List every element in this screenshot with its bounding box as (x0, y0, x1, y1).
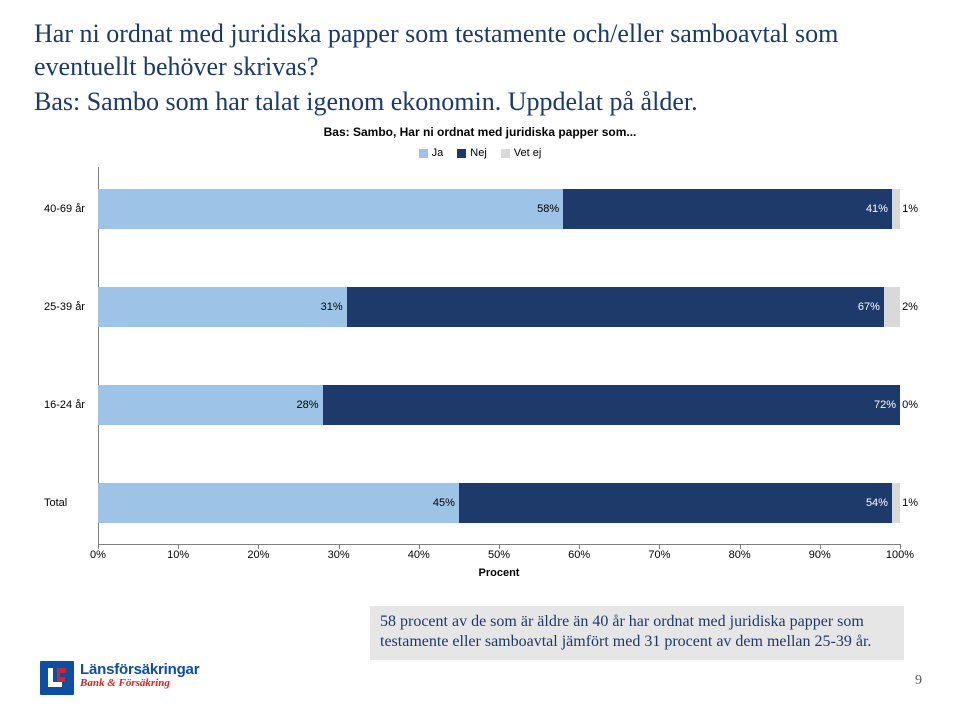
page-title: Har ni ordnat med juridiska papper som t… (34, 18, 926, 83)
legend-swatch (419, 149, 428, 158)
bar-stack: 28%72%0% (98, 385, 900, 425)
chart-legend: Ja Nej Vet ej (34, 147, 926, 159)
x-tick-label: 80% (729, 549, 751, 561)
bar-value-label: 54% (866, 497, 888, 509)
brand-subline: Bank & Försäkring (80, 677, 199, 689)
x-tick-label: 100% (886, 549, 914, 561)
bar-value-label: 1% (902, 497, 918, 509)
legend-label: Ja (432, 147, 444, 159)
category-label: Total (42, 497, 98, 509)
bar-stack: 31% 67% 2% (98, 287, 900, 327)
bar-value-label: 0% (902, 399, 918, 411)
bar-value-label: 1% (902, 203, 918, 215)
bar-segment: 1% (892, 483, 900, 523)
bar-row: 45% 54% 1% (98, 483, 900, 523)
plot-area: 58%41%1%31%67%2%28%72%0%45%54%1% (98, 167, 900, 545)
legend-swatch (457, 149, 466, 158)
brand-logo: Länsförsäkringar Bank & Försäkring (40, 661, 199, 695)
bar-row: 58% 41% 1% (98, 189, 900, 229)
bar-stack: 58% 41% 1% (98, 189, 900, 229)
logo-text: Länsförsäkringar Bank & Försäkring (80, 661, 199, 689)
x-tick-label: 50% (488, 549, 510, 561)
legend-label: Nej (470, 147, 487, 159)
legend-item: Nej (457, 147, 487, 159)
bar-segment: 2% (884, 287, 900, 327)
lf-icon (44, 665, 70, 691)
bar-value-label: 31% (321, 301, 343, 313)
x-tick-label: 30% (328, 549, 350, 561)
bar-row: 31% 67% 2% (98, 287, 900, 327)
chart-container: 58%41%1%31%67%2%28%72%0%45%54%1% 0%10%20… (42, 167, 914, 561)
x-tick-label: 90% (809, 549, 831, 561)
bar-row: 28%72%0% (98, 385, 900, 425)
chart-title: Bas: Sambo, Har ni ordnat med juridiska … (34, 125, 926, 139)
bar-segment: 58% (98, 189, 563, 229)
x-axis-title: Procent (98, 567, 900, 579)
legend-swatch (501, 149, 510, 158)
bar-segment: 45% (98, 483, 459, 523)
x-axis-labels: 0%10%20%30%40%50%60%70%80%90%100% (98, 547, 900, 563)
bar-stack: 45% 54% 1% (98, 483, 900, 523)
bar-segment: 54% (459, 483, 892, 523)
category-label: 25-39 år (42, 301, 98, 313)
bar-value-label: 2% (902, 301, 918, 313)
bar-value-label: 58% (537, 203, 559, 215)
category-label: 40-69 år (42, 203, 98, 215)
bar-value-label: 72% (874, 399, 896, 411)
slide: Har ni ordnat med juridiska papper som t… (0, 0, 960, 717)
brand-name: Länsförsäkringar (80, 661, 199, 678)
bar-segment: 41% (563, 189, 892, 229)
x-tick-label: 0% (90, 549, 106, 561)
legend-label: Vet ej (514, 147, 542, 159)
page-number: 9 (915, 673, 922, 689)
bar-value-label: 41% (866, 203, 888, 215)
bar-value-label: 67% (858, 301, 880, 313)
bar-value-label: 28% (297, 399, 319, 411)
legend-item: Ja (419, 147, 444, 159)
x-tick-label: 20% (247, 549, 269, 561)
x-tick-label: 40% (408, 549, 430, 561)
category-label: 16-24 år (42, 399, 98, 411)
legend-item: Vet ej (501, 147, 542, 159)
page-subtitle: Bas: Sambo som har talat igenom ekonomin… (34, 87, 926, 117)
bar-segment: 31% (98, 287, 347, 327)
x-tick-label: 60% (568, 549, 590, 561)
summary-box: 58 procent av de som är äldre än 40 år h… (370, 606, 904, 660)
bar-segment: 1% (892, 189, 900, 229)
bar-segment: 72% (323, 385, 900, 425)
x-tick-label: 10% (167, 549, 189, 561)
bar-value-label: 45% (433, 497, 455, 509)
bar-segment: 67% (347, 287, 884, 327)
bar-segment: 28% (98, 385, 323, 425)
logo-mark (40, 661, 74, 695)
x-tick-label: 70% (648, 549, 670, 561)
summary-text: 58 procent av de som är äldre än 40 år h… (380, 613, 871, 650)
